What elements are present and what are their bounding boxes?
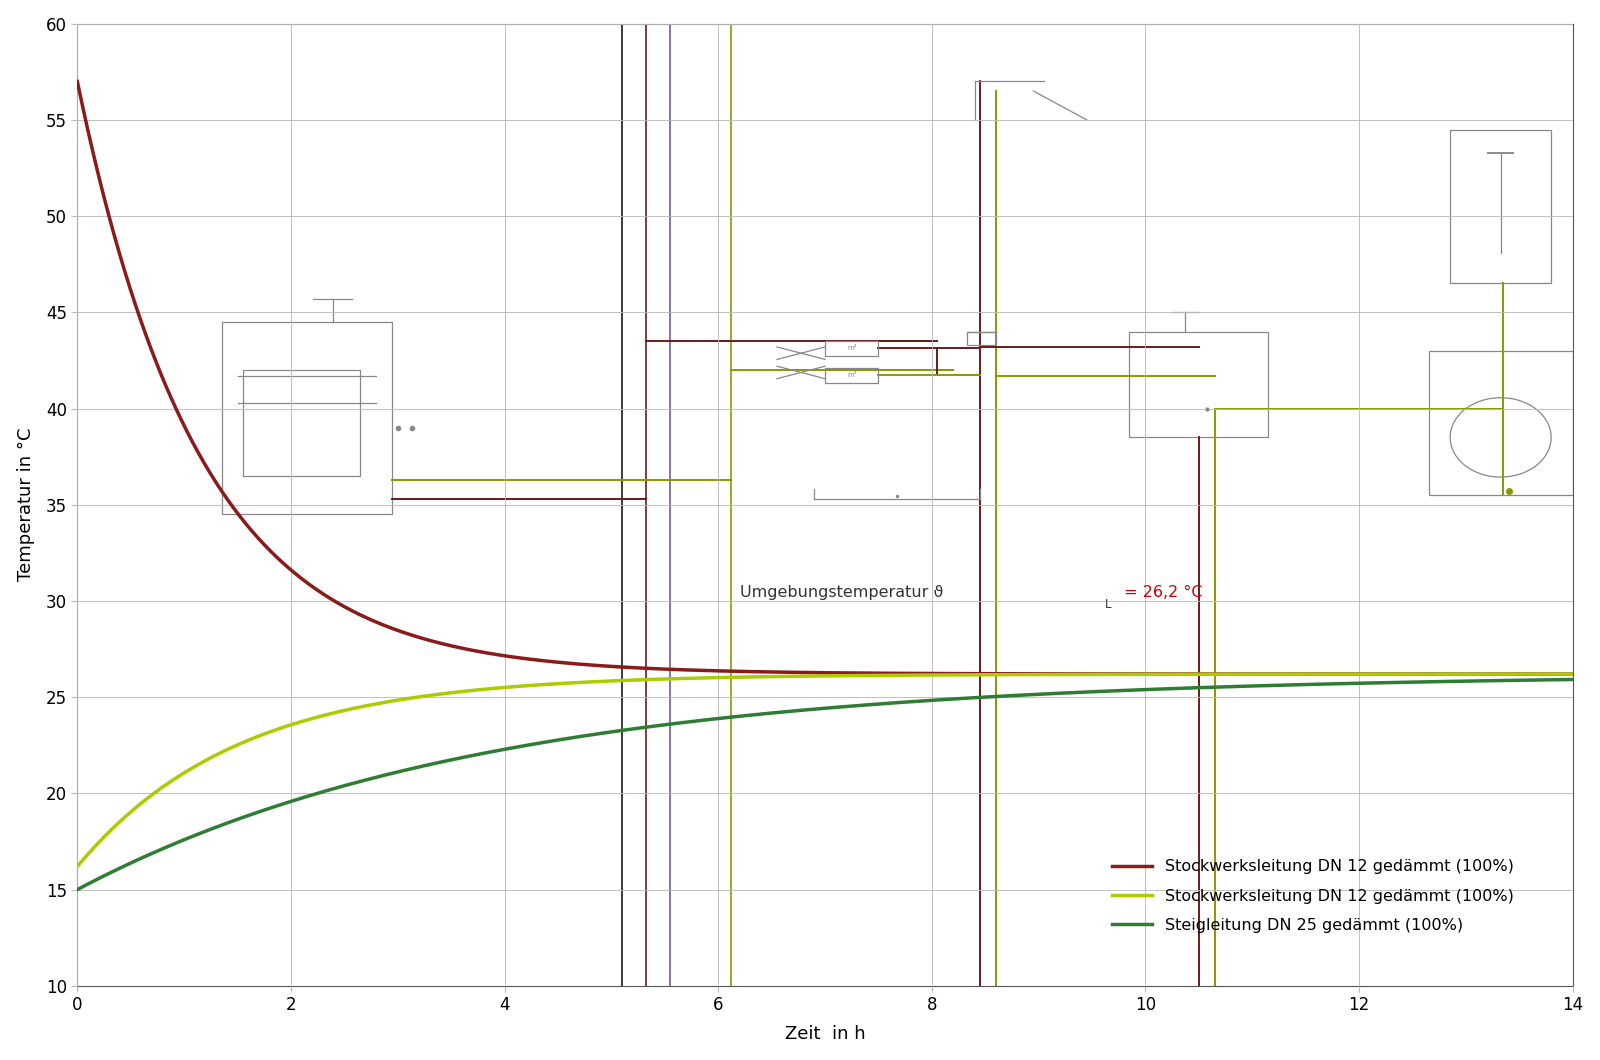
- Text: m³: m³: [846, 372, 856, 378]
- Text: L: L: [1106, 598, 1112, 611]
- Y-axis label: Temperatur in °C: Temperatur in °C: [16, 428, 35, 582]
- Text: m³: m³: [846, 346, 856, 351]
- Text: = 26,2 °C: = 26,2 °C: [1118, 585, 1202, 600]
- Bar: [826, 341, 878, 355]
- Bar: [243, 370, 360, 476]
- Bar: [221, 322, 392, 514]
- Bar: [966, 332, 995, 344]
- Bar: [1429, 351, 1573, 495]
- Bar: [826, 368, 878, 383]
- Legend: Stockwerksleitung DN 12 gedämmt (100%), Stockwerksleitung DN 12 gedämmt (100%), : Stockwerksleitung DN 12 gedämmt (100%), …: [1106, 853, 1520, 939]
- X-axis label: Zeit  in h: Zeit in h: [784, 1025, 866, 1043]
- Bar: [1450, 129, 1552, 283]
- Text: Umgebungstemperatur ϑ: Umgebungstemperatur ϑ: [739, 585, 942, 600]
- Bar: [1130, 332, 1269, 438]
